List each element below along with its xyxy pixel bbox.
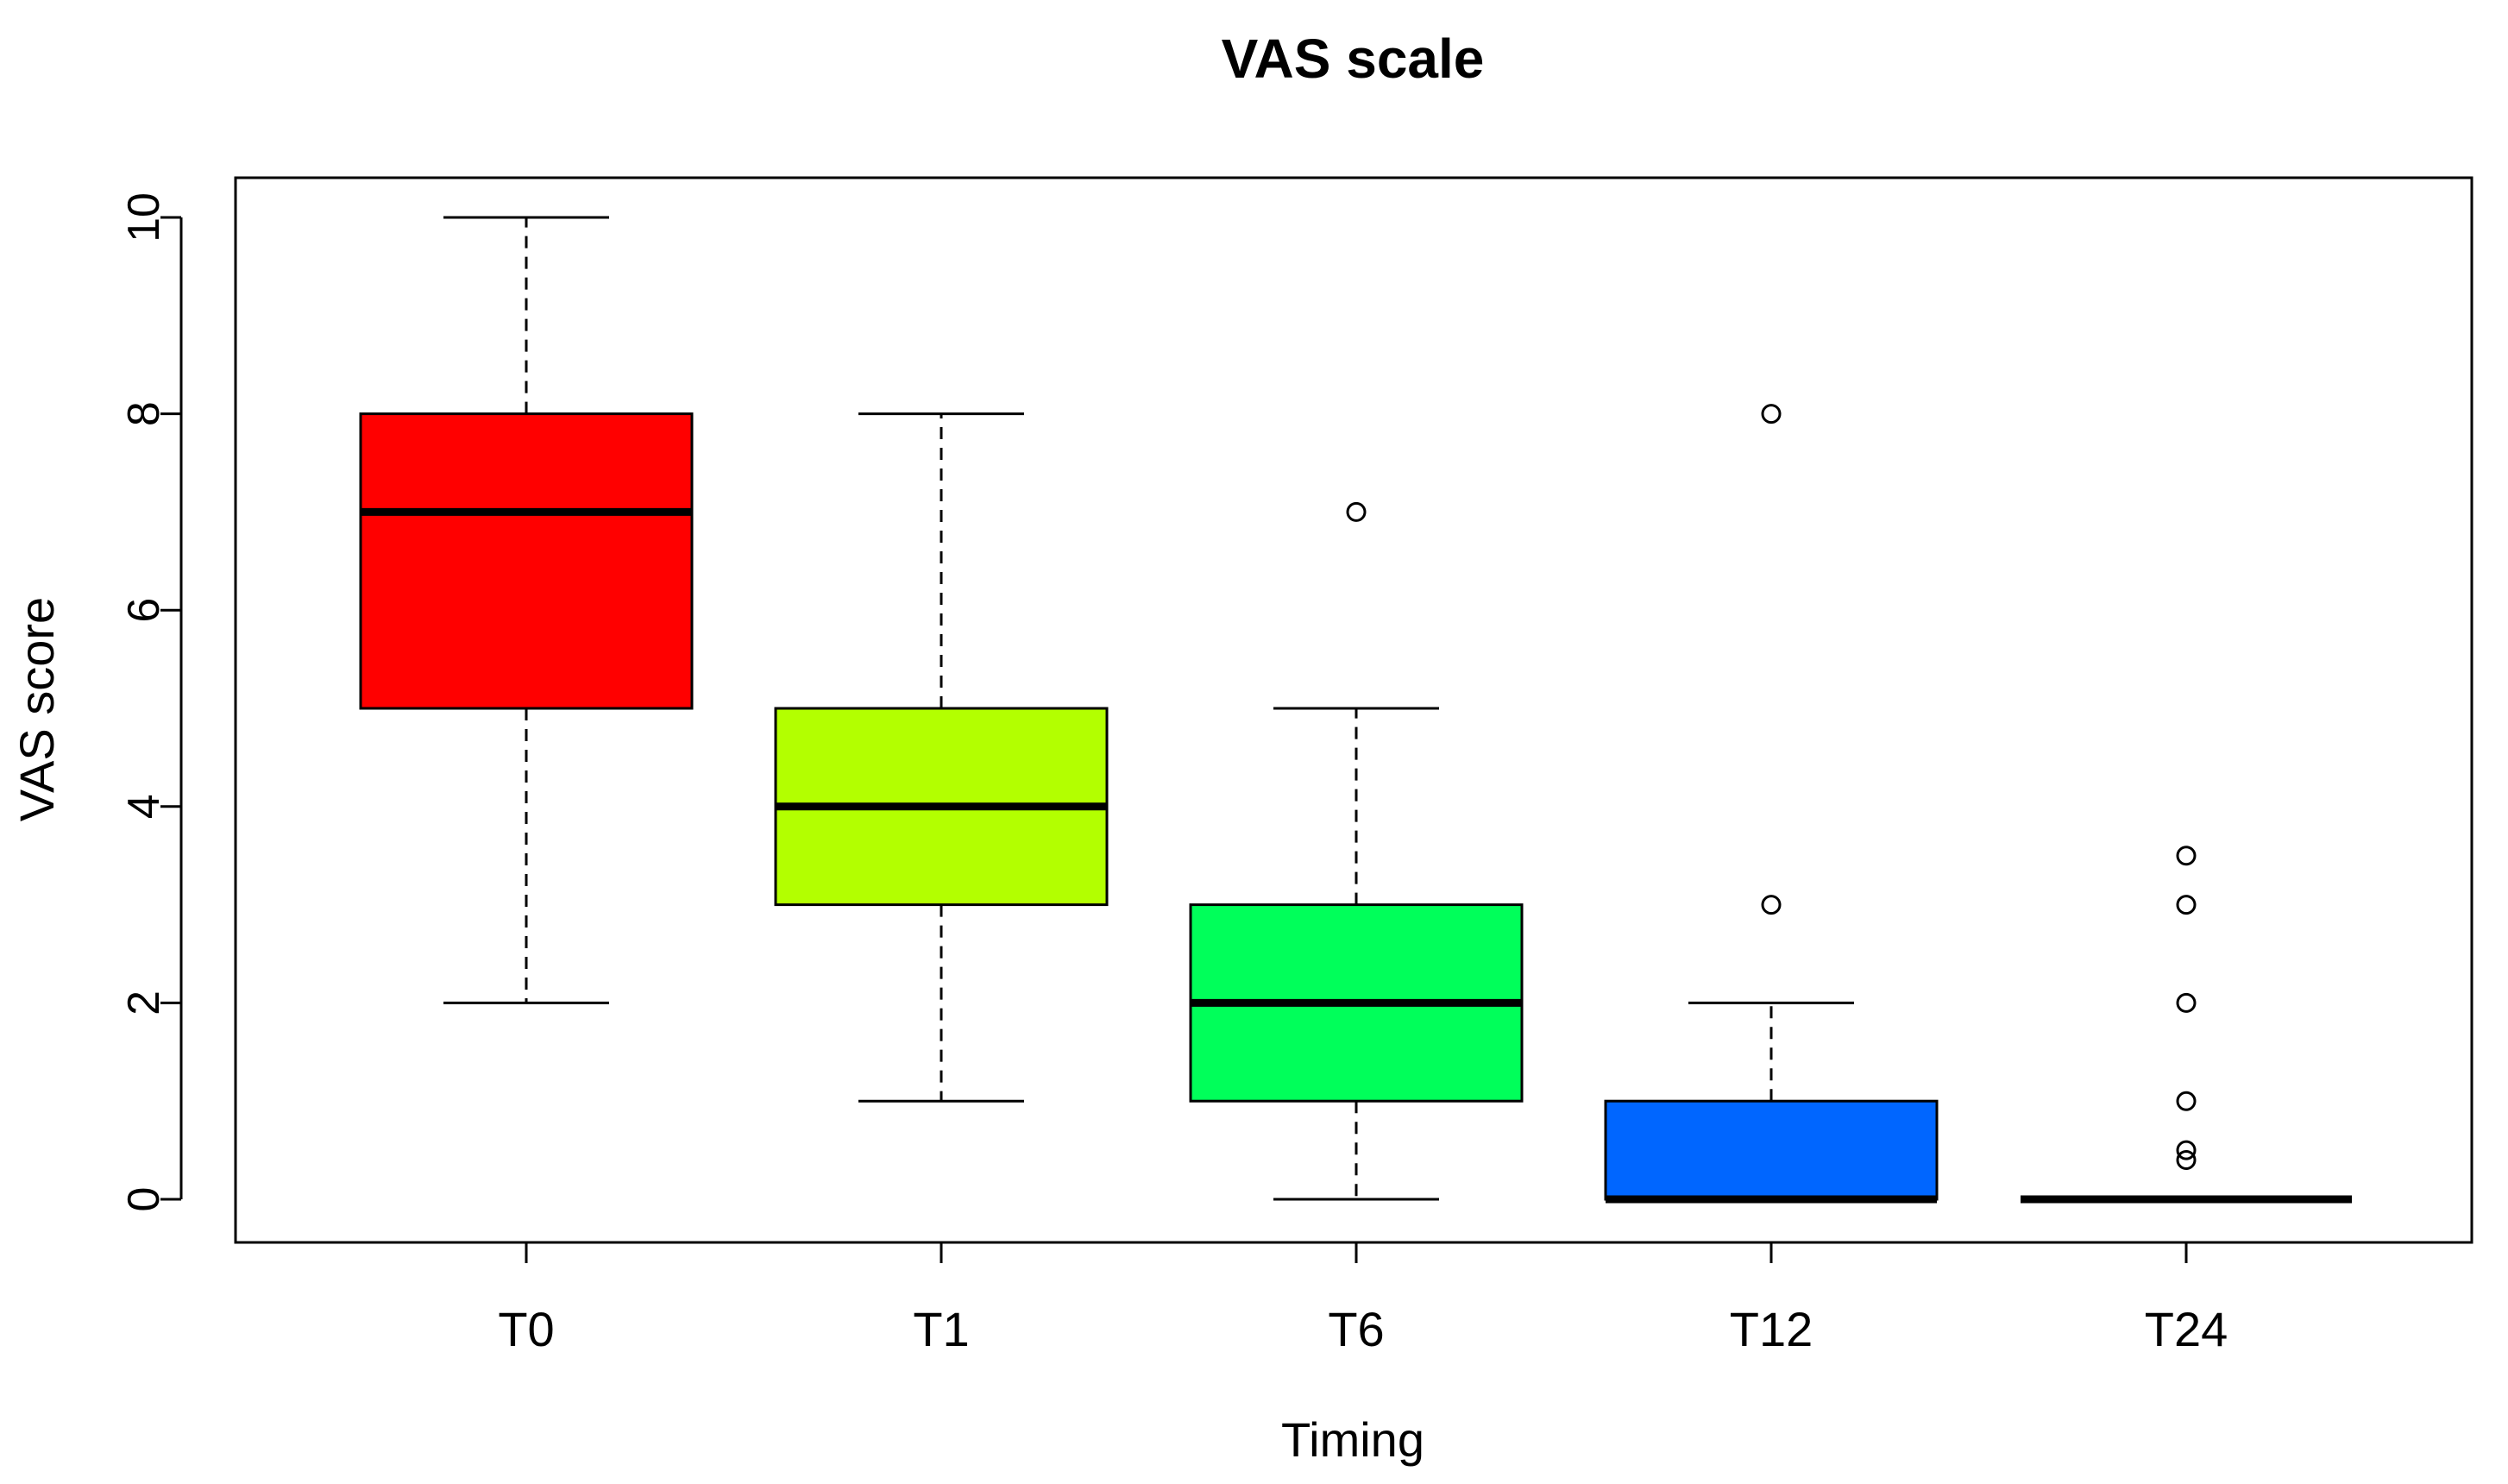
outlier-T12-1 bbox=[1761, 404, 1782, 424]
y-axis-label: VAS score bbox=[9, 597, 64, 821]
y-tick-label-6: 6 bbox=[119, 598, 169, 623]
outlier-T24-3 bbox=[2176, 992, 2197, 1013]
outlier-T24-5 bbox=[2176, 846, 2197, 866]
y-tick-label-4: 4 bbox=[119, 794, 169, 819]
outlier-T24-4 bbox=[2176, 895, 2197, 915]
y-tick-label-8: 8 bbox=[119, 401, 169, 426]
box-T6 bbox=[1189, 501, 1524, 1201]
outlier-T12-0 bbox=[1761, 895, 1782, 915]
x-tick-label-T1: T1 bbox=[913, 1302, 969, 1356]
boxes bbox=[359, 216, 2352, 1204]
box-T0 bbox=[359, 216, 694, 1004]
x-tick-label-T6: T6 bbox=[1328, 1302, 1384, 1356]
iqr-box-T12 bbox=[1604, 1099, 1939, 1201]
outlier-T24-0 bbox=[2176, 1149, 2197, 1170]
outlier-T24-1 bbox=[2176, 1140, 2197, 1160]
y-tick-label-10: 10 bbox=[119, 192, 169, 242]
box-T1 bbox=[774, 412, 1109, 1103]
axes: 0 2 4 6 8 10 T0 T1 T6 T12 T24 bbox=[119, 192, 2228, 1356]
outlier-T6-0 bbox=[1346, 501, 1367, 522]
x-axis-label: Timing bbox=[1281, 1412, 1424, 1467]
y-tick-label-0: 0 bbox=[119, 1187, 169, 1212]
y-tick-label-2: 2 bbox=[119, 990, 169, 1016]
iqr-box-T0 bbox=[359, 412, 694, 710]
x-tick-label-T24: T24 bbox=[2145, 1302, 2228, 1356]
x-tick-label-T12: T12 bbox=[1730, 1302, 1813, 1356]
outlier-T24-2 bbox=[2176, 1091, 2197, 1111]
x-tick-label-T0: T0 bbox=[498, 1302, 554, 1356]
box-T24 bbox=[2021, 846, 2352, 1204]
box-T12 bbox=[1604, 404, 1939, 1204]
chart-title: VAS scale bbox=[1222, 28, 1485, 90]
